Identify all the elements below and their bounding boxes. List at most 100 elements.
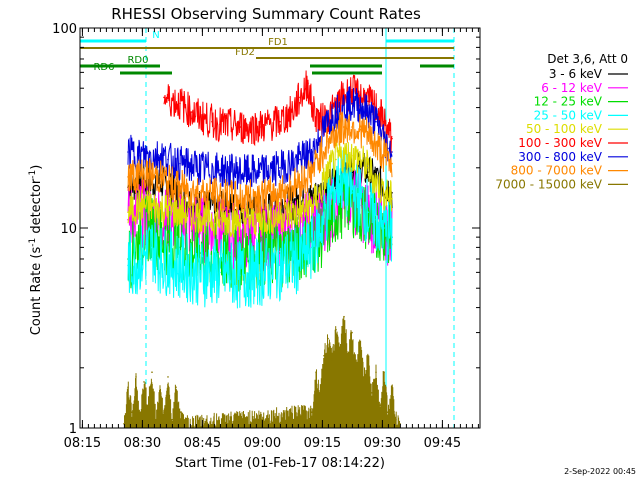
series-8-point-1 bbox=[127, 386, 129, 389]
series-7-point-11 bbox=[311, 171, 313, 173]
series-7-point-7 bbox=[239, 198, 241, 200]
series-3-point-0 bbox=[127, 264, 129, 267]
y-axis-label: Count Rate (s-1 detector-1) bbox=[28, 165, 44, 336]
series-5-point-4 bbox=[211, 120, 213, 123]
y-tick-label-0: 1 bbox=[69, 422, 77, 437]
series-5-point-11 bbox=[307, 82, 309, 84]
series-6-point-4 bbox=[179, 162, 181, 165]
series-5-point-1 bbox=[179, 102, 181, 105]
x-tick-label-0: 08:15 bbox=[64, 436, 101, 451]
series-8-point-23 bbox=[339, 347, 341, 350]
series-4-point-8 bbox=[279, 215, 281, 217]
y-tick-label-1: 10 bbox=[60, 222, 77, 237]
series-7-point-0 bbox=[127, 176, 129, 178]
series-5-point-21 bbox=[383, 120, 385, 123]
series-7-point-17 bbox=[359, 128, 361, 131]
series-4-point-12 bbox=[327, 171, 329, 173]
series-8-point-25 bbox=[347, 351, 349, 353]
series-8-point-24 bbox=[343, 315, 345, 318]
series-8-point-7 bbox=[151, 371, 153, 374]
series-6-point-9 bbox=[279, 167, 281, 169]
series-8-point-28 bbox=[359, 340, 361, 343]
series-8-point-9 bbox=[159, 392, 161, 394]
series-7-point-1 bbox=[139, 173, 141, 176]
axes: 1 10 100 08:15 08:30 08:45 09:00 09:15 09:30 09:4… bbox=[52, 22, 481, 451]
series-6-point-8 bbox=[259, 171, 261, 173]
flag-rd0-label: RD0 bbox=[127, 55, 148, 66]
series-2-point-1 bbox=[139, 236, 141, 238]
series-8-point-12 bbox=[171, 418, 173, 421]
series-8-point-31 bbox=[371, 392, 373, 394]
series-6-point-18 bbox=[367, 111, 369, 113]
x-tick-label-4: 09:15 bbox=[304, 436, 341, 451]
flag-fd2-label: FD2 bbox=[235, 47, 255, 58]
series-8-point-27 bbox=[355, 367, 357, 369]
series-8-point-33 bbox=[379, 404, 381, 407]
x-tick-label-6: 09:45 bbox=[424, 436, 461, 451]
series-5-point-17 bbox=[351, 91, 353, 93]
series-8-point-19 bbox=[323, 354, 325, 357]
series-7-point-10 bbox=[299, 181, 301, 183]
series-8-point-17 bbox=[315, 371, 317, 374]
series-5-point-18 bbox=[359, 94, 361, 97]
series-8-point-37 bbox=[395, 418, 397, 421]
series-5-point-8 bbox=[279, 120, 281, 123]
y-axis-label-part1: Count Rate (s bbox=[29, 247, 44, 336]
series-8-point-34 bbox=[383, 371, 385, 374]
series-3-point-12 bbox=[319, 227, 321, 229]
series-4-point-7 bbox=[259, 218, 261, 221]
series-8-point-18 bbox=[319, 392, 321, 394]
series-3-point-22 bbox=[391, 236, 393, 238]
series-7-point-5 bbox=[199, 192, 201, 194]
series-3-point-7 bbox=[239, 274, 241, 277]
series-6-point-11 bbox=[311, 151, 313, 153]
series-4-point-20 bbox=[391, 198, 393, 200]
series-4-point-6 bbox=[239, 218, 241, 221]
series-4-point-13 bbox=[335, 158, 337, 161]
series-8-point-3 bbox=[135, 376, 137, 378]
series-6-point-22 bbox=[391, 151, 393, 153]
series-1-point-5 bbox=[219, 231, 221, 234]
series-3-point-20 bbox=[375, 218, 377, 221]
series-0-point-7 bbox=[239, 207, 241, 210]
series-3-point-14 bbox=[335, 186, 337, 188]
flag-bars: N FD1 FD2 RD0 RD6 bbox=[80, 30, 454, 75]
series-2-point-18 bbox=[371, 223, 373, 225]
series-6-point-19 bbox=[375, 120, 377, 123]
series-6-point-5 bbox=[199, 167, 201, 169]
series-8-point-13 bbox=[175, 386, 177, 389]
series-8-point-26 bbox=[351, 331, 353, 334]
series-3-point-10 bbox=[299, 258, 301, 260]
series-5-point-19 bbox=[367, 100, 369, 103]
series-4-point-15 bbox=[351, 154, 353, 157]
series-3-point-17 bbox=[351, 192, 353, 194]
series-6-point-14 bbox=[335, 111, 337, 113]
flag-rd6-label: RD6 bbox=[93, 62, 114, 73]
series-4-point-17 bbox=[367, 167, 369, 169]
series-3-point-11 bbox=[311, 246, 313, 249]
series-7-point-12 bbox=[319, 154, 321, 157]
series-8-point-6 bbox=[147, 404, 149, 407]
series-6-point-16 bbox=[351, 102, 353, 105]
series-4-point-18 bbox=[375, 181, 377, 183]
series-4-point-9 bbox=[299, 211, 301, 213]
series-4-point-16 bbox=[359, 158, 361, 161]
series-3-point-21 bbox=[383, 227, 385, 229]
legend-label-7: 800 - 7000 keV bbox=[511, 164, 603, 178]
series-3-point-9 bbox=[279, 264, 281, 267]
series-8-point-4 bbox=[139, 418, 141, 421]
flag-n-label: N bbox=[152, 30, 159, 41]
series-0-point-1 bbox=[139, 181, 141, 183]
series-8-point-20 bbox=[327, 337, 329, 340]
series-2-point-14 bbox=[339, 204, 341, 206]
series-5-point-23 bbox=[391, 137, 393, 140]
series-3-point-3 bbox=[159, 258, 161, 260]
series-7-point-15 bbox=[343, 126, 345, 128]
legend-label-8: 7000 - 15000 keV bbox=[495, 177, 602, 191]
y-axis-label-sup1: -1 bbox=[28, 238, 38, 247]
series-2-point-4 bbox=[167, 241, 169, 243]
series-3-point-4 bbox=[179, 264, 181, 267]
series-5-point-5 bbox=[219, 123, 221, 126]
legend-label-2: 12 - 25 keV bbox=[534, 95, 603, 109]
series-7-point-20 bbox=[383, 154, 385, 157]
